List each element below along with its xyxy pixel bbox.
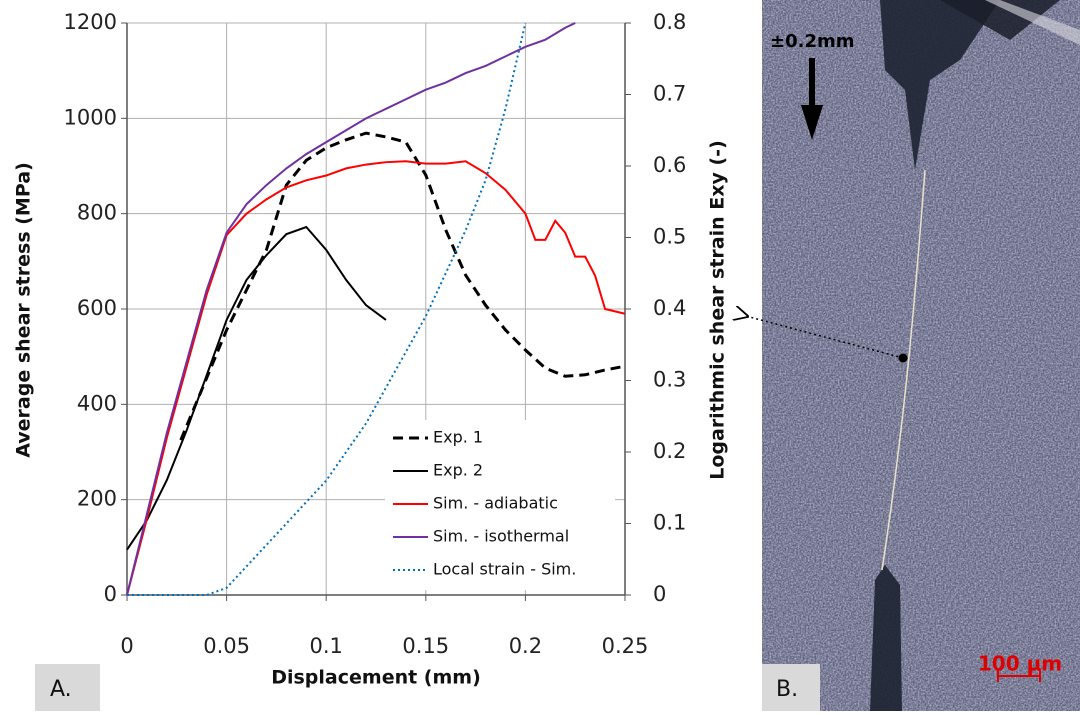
load-label: ±0.2mm [770, 31, 854, 52]
y-tick-label: 1200 [64, 10, 117, 34]
series-line [127, 22, 527, 596]
series-line [126, 225, 387, 551]
legend-label: Exp. 2 [433, 461, 483, 480]
x-tick-label: 0 [120, 634, 133, 658]
y-tick-label: 400 [77, 391, 117, 415]
y2-tick-label: 0.2 [653, 439, 686, 463]
x-tick-label: 0.15 [402, 634, 449, 658]
x-tick-label: 0.25 [602, 634, 649, 658]
y-tick-label: 800 [77, 201, 117, 225]
y-axis-title: Average shear stress (MPa) [13, 162, 35, 458]
y2-tick-label: 0.5 [653, 225, 686, 249]
y2-tick-label: 0 [653, 582, 666, 606]
y2-tick-label: 0.8 [653, 10, 686, 34]
x-tick-label: 0.2 [509, 634, 542, 658]
y-tick-label: 1000 [64, 105, 117, 129]
panel-box [762, 664, 820, 711]
series-line [126, 22, 576, 596]
series-line [179, 131, 626, 441]
legend-label: Sim. - adiabatic [433, 494, 558, 513]
y2-tick-label: 0.4 [653, 296, 686, 320]
x-tick-label: 0.05 [203, 634, 250, 658]
panel-label: B. [776, 677, 798, 702]
y-tick-label: 0 [104, 582, 117, 606]
y2-tick-label: 0.7 [653, 82, 686, 106]
legend-label: Local strain - Sim. [433, 560, 576, 579]
pointer-dot [898, 353, 908, 363]
pointer-arrow [746, 316, 904, 359]
x-tick-label: 0.1 [309, 634, 342, 658]
y-tick-label: 600 [77, 296, 117, 320]
legend-label: Exp. 1 [433, 428, 483, 447]
x-axis-title: Displacement (mm) [271, 667, 481, 689]
legend-label: Sim. - isothermal [433, 527, 569, 546]
panel-label: A. [50, 677, 72, 702]
y-tick-label: 200 [77, 487, 117, 511]
y2-tick-label: 0.1 [653, 511, 686, 535]
scale-bar [997, 670, 1041, 682]
y2-tick-label: 0.3 [653, 368, 686, 392]
load-arrow [800, 58, 824, 140]
y2-tick-label: 0.6 [653, 153, 686, 177]
y2-axis-title: Logarithmic shear strain Exy (-) [707, 140, 729, 480]
panel-box [35, 664, 100, 711]
scale-bar-label: 100 µm [978, 652, 1062, 676]
